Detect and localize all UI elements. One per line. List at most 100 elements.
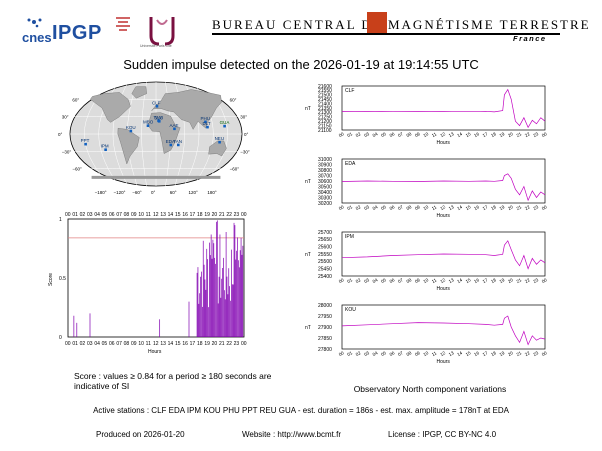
score-y-label: Score xyxy=(48,273,54,286)
score-bottom-tick: 14 xyxy=(168,341,174,347)
score-top-tick: 21 xyxy=(219,212,225,218)
north-y-tick: 30800 xyxy=(318,168,332,174)
north-y-tick: 21450 xyxy=(318,97,332,103)
university-logo-icon xyxy=(145,14,179,48)
cnes-swirl-icon xyxy=(27,18,42,28)
north-x-tick: 00 xyxy=(338,277,345,284)
score-top-tick: 23 xyxy=(234,212,240,218)
website-link[interactable]: Website : http://www.bcmt.fr xyxy=(242,430,341,439)
north-x-tick: 10 xyxy=(422,350,429,357)
score-y-tick: 0.5 xyxy=(59,276,66,282)
score-y-tick: 1 xyxy=(59,217,62,223)
north-x-tick: 05 xyxy=(380,204,387,211)
map-lat-label: −30° xyxy=(240,149,250,154)
north-y-tick: 30500 xyxy=(318,184,332,190)
north-x-tick: 05 xyxy=(380,277,387,284)
north-x-tick: 11 xyxy=(431,277,438,284)
north-y-tick: 30300 xyxy=(318,195,332,201)
station-label: GUA xyxy=(220,120,230,125)
north-x-tick: 16 xyxy=(473,277,480,284)
university-logo-text: Université Paris Cité xyxy=(140,44,172,48)
north-x-tick: 20 xyxy=(507,131,514,138)
north-y-tick: 27900 xyxy=(318,325,332,331)
north-x-tick: 03 xyxy=(363,131,370,138)
map-lon-label: 0° xyxy=(151,190,156,195)
north-x-tick: 06 xyxy=(389,277,396,284)
score-x-label: Hours xyxy=(148,349,162,355)
north-x-tick: 10 xyxy=(422,277,429,284)
map-continent xyxy=(208,140,227,157)
map-continent xyxy=(131,86,147,99)
station-marker xyxy=(157,119,161,123)
north-x-tick: 13 xyxy=(448,277,455,284)
north-panel-station-name: CLF xyxy=(345,88,354,94)
north-y-tick: 25550 xyxy=(318,252,332,258)
map-lat-label: 0° xyxy=(244,132,249,137)
north-x-tick: 15 xyxy=(465,131,472,138)
north-x-tick: 04 xyxy=(372,277,379,284)
score-bottom-tick: 09 xyxy=(131,341,137,347)
north-y-tick: 27950 xyxy=(318,314,332,320)
north-x-tick: 15 xyxy=(465,204,472,211)
score-top-tick: 08 xyxy=(124,212,130,218)
score-bottom-tick: 10 xyxy=(138,341,144,347)
north-panel-frame xyxy=(341,304,546,350)
north-x-tick: 02 xyxy=(355,277,362,284)
station-marker xyxy=(176,143,180,147)
ipgp-logo: IPGP xyxy=(52,22,102,44)
north-x-tick: 11 xyxy=(431,204,438,211)
north-x-tick: 07 xyxy=(397,204,404,211)
north-panel-station-name: KOU xyxy=(345,307,356,313)
north-series-line xyxy=(341,88,546,129)
north-y-tick: 21300 xyxy=(318,110,332,116)
north-y-tick: 27850 xyxy=(318,336,332,342)
north-y-tick: 25400 xyxy=(318,274,332,280)
map-lat-label: 60° xyxy=(72,97,79,102)
north-x-tick: 04 xyxy=(372,204,379,211)
north-x-tick: 21 xyxy=(515,204,522,211)
north-x-tick: 23 xyxy=(532,131,539,138)
map-lon-label: 180° xyxy=(207,190,217,195)
north-x-tick: 18 xyxy=(490,350,497,357)
north-x-tick: 19 xyxy=(499,350,506,357)
station-label: MBO xyxy=(143,120,154,125)
north-x-tick: 00 xyxy=(541,277,548,284)
score-bottom-tick: 20 xyxy=(212,341,218,347)
north-x-tick: 11 xyxy=(431,350,438,357)
score-top-tick: 22 xyxy=(226,212,232,218)
north-x-tick: 05 xyxy=(380,131,387,138)
score-bottom-tick: 18 xyxy=(197,341,203,347)
north-y-tick: 21550 xyxy=(318,88,332,94)
north-x-label: Hours xyxy=(437,140,451,146)
north-y-tick: 21150 xyxy=(318,123,332,129)
station-label: EDA xyxy=(166,139,175,144)
station-label: TAM xyxy=(154,115,163,120)
station-label: AAE xyxy=(169,123,178,128)
north-x-tick: 07 xyxy=(397,277,404,284)
score-bottom-tick: 05 xyxy=(102,341,108,347)
map-continent xyxy=(151,89,222,130)
map-lon-label: 60° xyxy=(170,190,177,195)
north-x-tick: 00 xyxy=(541,204,548,211)
map-continent xyxy=(90,92,131,123)
north-x-tick: 02 xyxy=(355,131,362,138)
north-series-line xyxy=(341,315,546,346)
north-x-tick: 22 xyxy=(524,350,531,357)
score-top-tick: 05 xyxy=(102,212,108,218)
north-x-tick: 12 xyxy=(439,277,446,284)
north-x-tick: 05 xyxy=(380,350,387,357)
north-x-tick: 14 xyxy=(456,277,463,284)
north-x-tick: 21 xyxy=(515,350,522,357)
north-x-tick: 18 xyxy=(490,204,497,211)
north-y-tick: 21100 xyxy=(318,128,332,134)
score-bottom-tick: 06 xyxy=(109,341,115,347)
north-x-tick: 14 xyxy=(456,204,463,211)
score-top-tick: 10 xyxy=(138,212,144,218)
score-bottom-tick: 03 xyxy=(87,341,93,347)
score-y-tick: 0 xyxy=(59,335,62,341)
north-x-tick: 03 xyxy=(363,277,370,284)
north-x-tick: 14 xyxy=(456,131,463,138)
north-x-tick: 15 xyxy=(465,277,472,284)
station-label: IPM xyxy=(101,144,109,149)
map-lon-label: −120° xyxy=(113,190,125,195)
